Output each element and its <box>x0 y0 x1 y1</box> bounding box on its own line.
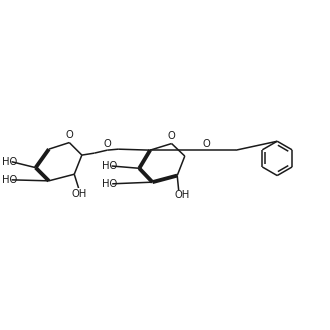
Text: OH: OH <box>72 189 87 199</box>
Text: O: O <box>65 130 73 140</box>
Text: HO: HO <box>2 175 17 185</box>
Text: HO: HO <box>2 157 17 167</box>
Text: O: O <box>203 139 211 148</box>
Text: O: O <box>103 139 111 148</box>
Text: O: O <box>168 131 176 141</box>
Text: HO: HO <box>102 161 117 171</box>
Text: OH: OH <box>175 190 190 200</box>
Text: HO: HO <box>102 179 117 189</box>
